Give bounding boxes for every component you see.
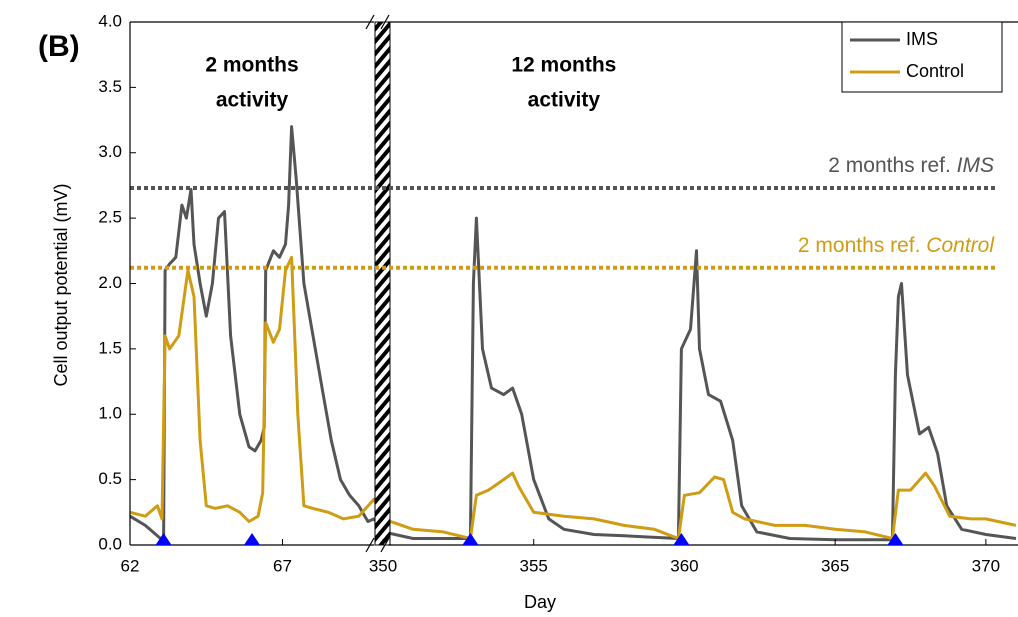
x-tick-label: 62 (121, 556, 140, 575)
legend-label: Control (906, 61, 964, 81)
y-tick-label: 2.5 (98, 208, 122, 227)
y-tick-label: 3.0 (98, 142, 122, 161)
y-tick-label: 3.5 (98, 77, 122, 96)
break-mark (365, 14, 375, 30)
event-marker (155, 533, 172, 545)
x-tick-label: 350 (369, 556, 397, 575)
y-axis-label: Cell output potential (mV) (51, 183, 71, 386)
y-tick-label: 2.0 (98, 273, 122, 292)
event-marker (462, 533, 479, 545)
panel-label: (B) (38, 30, 80, 63)
annotation: activity (528, 89, 601, 112)
x-tick-label: 360 (670, 556, 698, 575)
x-tick-label: 67 (273, 556, 292, 575)
y-tick-label: 1.0 (98, 404, 122, 423)
annotation: 12 months (511, 54, 616, 77)
event-marker (244, 533, 260, 545)
annotation: activity (216, 89, 289, 112)
y-tick-label: 0.0 (98, 534, 122, 553)
y-tick-label: 0.5 (98, 469, 122, 488)
annotation: 2 months (205, 54, 298, 77)
reference-label-text: 2 months ref. (828, 154, 956, 177)
reference-label-emphasis: Control (926, 233, 995, 256)
legend-label: IMS (906, 29, 938, 49)
series-line (129, 255, 1017, 540)
y-tick-label: 1.5 (98, 338, 122, 357)
reference-label-emphasis: IMS (957, 154, 994, 177)
break-mark (365, 537, 375, 553)
legend-box (841, 21, 1003, 93)
reference-label: 2 months ref. IMS (828, 154, 994, 177)
break-mark (380, 537, 390, 553)
y-tick-label: 4.0 (98, 11, 122, 30)
reference-label-text: 2 months ref. (798, 233, 926, 256)
event-marker (887, 533, 904, 545)
series-line (129, 125, 1017, 544)
x-tick-label: 355 (520, 556, 548, 575)
event-marker (673, 533, 690, 545)
break-mark (380, 14, 390, 30)
x-tick-label: 370 (972, 556, 1000, 575)
axis-break (374, 21, 391, 546)
reference-label: 2 months ref. Control (798, 233, 995, 256)
x-tick-label: 365 (821, 556, 849, 575)
x-axis-label: Day (524, 592, 556, 612)
